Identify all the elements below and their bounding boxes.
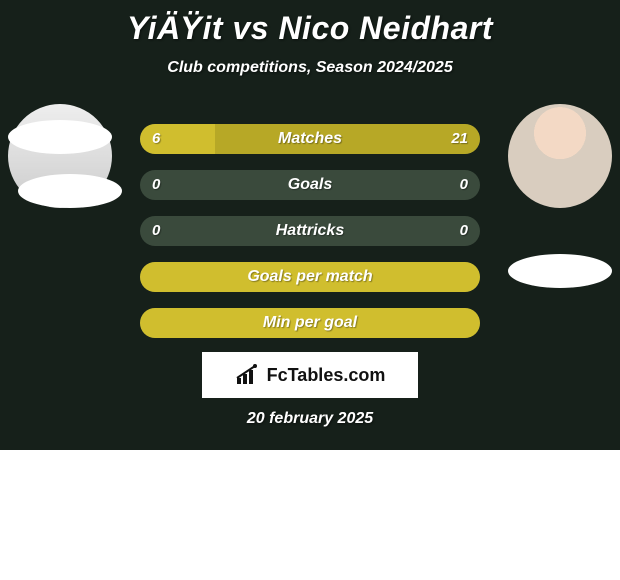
stat-value-left: 0 (152, 216, 160, 246)
brand-text: FcTables.com (267, 365, 386, 386)
subtitle: Club competitions, Season 2024/2025 (0, 59, 620, 77)
stat-value-left: 0 (152, 170, 160, 200)
stat-label: Min per goal (140, 308, 480, 338)
stat-value-left: 6 (152, 124, 160, 154)
stat-row: Min per goal (140, 308, 480, 338)
stat-label: Goals (140, 170, 480, 200)
stat-row: Matches6 21 (140, 124, 480, 154)
stat-label: Matches (140, 124, 480, 154)
comparison-panel: YiÄŸit vs Nico Neidhart Club competition… (0, 0, 620, 450)
stat-bars: Matches621Goals00Hattricks00Goals per ma… (140, 124, 480, 354)
page-title: YiÄŸit vs Nico Neidhart (0, 0, 620, 47)
player-right-avatar (508, 104, 612, 208)
brand-box: FcTables.com (202, 352, 418, 398)
stat-value-right: 0 (460, 216, 468, 246)
flag-left-2 (18, 174, 122, 208)
flag-left-1 (8, 120, 112, 154)
stat-label: Hattricks (140, 216, 480, 246)
stat-row: Goals per match (140, 262, 480, 292)
date-stamp: 20 february 2025 (0, 410, 620, 428)
stat-value-right: 21 (451, 124, 468, 154)
stat-label: Goals per match (140, 262, 480, 292)
chart-icon (235, 364, 261, 386)
flag-right-1 (508, 254, 612, 288)
stat-row: Goals0 0 (140, 170, 480, 200)
stat-row: Hattricks0 0 (140, 216, 480, 246)
stat-value-right: 0 (460, 170, 468, 200)
